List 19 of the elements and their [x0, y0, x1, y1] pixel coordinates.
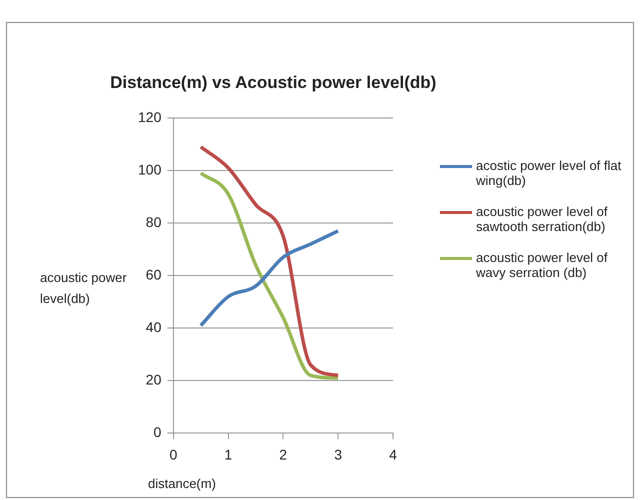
y-tick-label: 60 [146, 266, 162, 282]
legend-label: acostic power level of flat wing(db) [476, 158, 622, 188]
y-tick-label: 80 [146, 214, 162, 230]
x-tick-label: 2 [279, 446, 288, 462]
legend-label: acoustic power level of sawtooth serration(db) [476, 204, 609, 234]
x-tick-label: 3 [334, 446, 342, 462]
x-tick-label: 4 [389, 446, 398, 462]
y-axis-title: acoustic power level(db) [40, 270, 128, 306]
y-tick-label: 20 [146, 372, 162, 388]
x-tick-label: 0 [169, 446, 178, 462]
x-axis-title: distance(m) [148, 476, 216, 491]
line-series [199, 229, 340, 328]
y-tick-label: 100 [138, 161, 162, 178]
y-tick-label: 40 [146, 318, 162, 335]
chart-title: Distance(m) vs Acoustic power level(db) [110, 73, 436, 92]
y-tick-label: 120 [138, 108, 162, 125]
legend-label: acoustic power level of wavy serration (db) [476, 250, 609, 280]
x-tick-label: 1 [224, 446, 232, 462]
y-tick-label: 0 [154, 424, 162, 440]
